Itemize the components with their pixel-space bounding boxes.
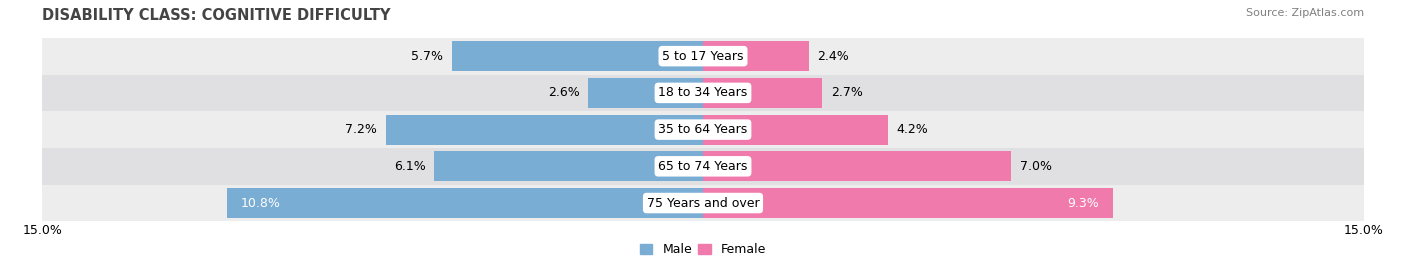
Bar (703, 188, 1112, 218)
Text: 7.0%: 7.0% (1021, 160, 1052, 173)
Text: 4.2%: 4.2% (897, 123, 928, 136)
Bar (42, 75, 1364, 111)
Text: 2.7%: 2.7% (831, 86, 863, 99)
Bar (703, 151, 1011, 181)
Bar (703, 41, 808, 71)
Bar (42, 38, 1364, 75)
Text: 2.4%: 2.4% (817, 50, 849, 63)
Text: 6.1%: 6.1% (394, 160, 426, 173)
Bar (42, 148, 1364, 185)
Bar (703, 114, 889, 145)
Bar (451, 41, 703, 71)
Text: 9.3%: 9.3% (1067, 197, 1099, 210)
Text: 5 to 17 Years: 5 to 17 Years (662, 50, 744, 63)
Bar (228, 188, 703, 218)
Text: 65 to 74 Years: 65 to 74 Years (658, 160, 748, 173)
Text: DISABILITY CLASS: COGNITIVE DIFFICULTY: DISABILITY CLASS: COGNITIVE DIFFICULTY (42, 8, 391, 23)
Text: 35 to 64 Years: 35 to 64 Years (658, 123, 748, 136)
Text: Source: ZipAtlas.com: Source: ZipAtlas.com (1246, 8, 1364, 18)
Text: 2.6%: 2.6% (548, 86, 579, 99)
Text: 10.8%: 10.8% (240, 197, 280, 210)
Legend: Male, Female: Male, Female (636, 238, 770, 261)
Bar (703, 78, 823, 108)
Bar (42, 111, 1364, 148)
Text: 5.7%: 5.7% (411, 50, 443, 63)
Text: 7.2%: 7.2% (344, 123, 377, 136)
Text: 18 to 34 Years: 18 to 34 Years (658, 86, 748, 99)
Bar (434, 151, 703, 181)
Bar (385, 114, 703, 145)
Bar (42, 185, 1364, 221)
Text: 75 Years and over: 75 Years and over (647, 197, 759, 210)
Bar (589, 78, 703, 108)
